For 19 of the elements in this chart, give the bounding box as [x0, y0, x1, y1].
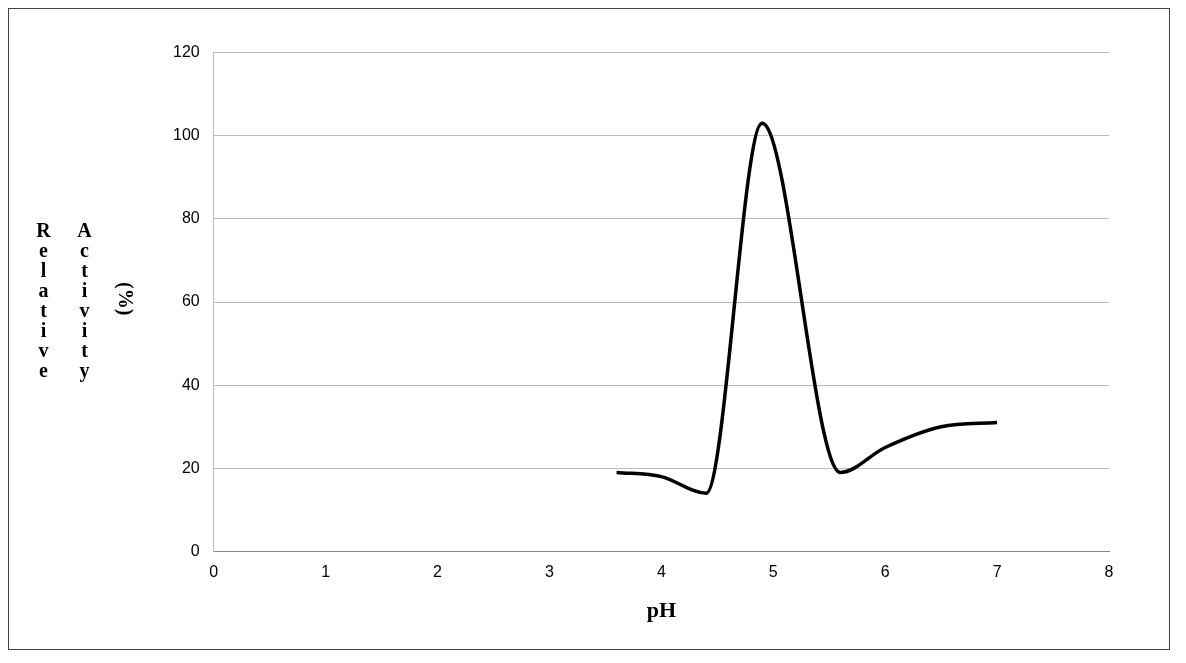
x-axis-title: pH: [646, 597, 677, 623]
y-tick-label: 80: [181, 209, 200, 227]
y-tick-label: 40: [181, 375, 200, 393]
y-tick-label: 0: [190, 541, 200, 559]
x-tick-label: 7: [992, 563, 1002, 581]
x-tick-label: 0: [209, 563, 219, 581]
y-axis-title: Relative Activity (%): [31, 219, 137, 379]
y-tick-label: 20: [181, 458, 200, 476]
line-series: [614, 121, 999, 495]
y-tick-label: 100: [172, 126, 200, 144]
x-tick-label: 2: [433, 563, 443, 581]
x-tick-label: 3: [544, 563, 554, 581]
x-tick-label: 4: [656, 563, 666, 581]
y-tick-label: 120: [172, 43, 200, 61]
x-tick-label: 8: [1104, 563, 1114, 581]
y-tick-label: 60: [181, 292, 200, 310]
x-tick-label: 5: [768, 563, 778, 581]
x-tick-label: 6: [880, 563, 890, 581]
x-tick-label: 1: [321, 563, 331, 581]
